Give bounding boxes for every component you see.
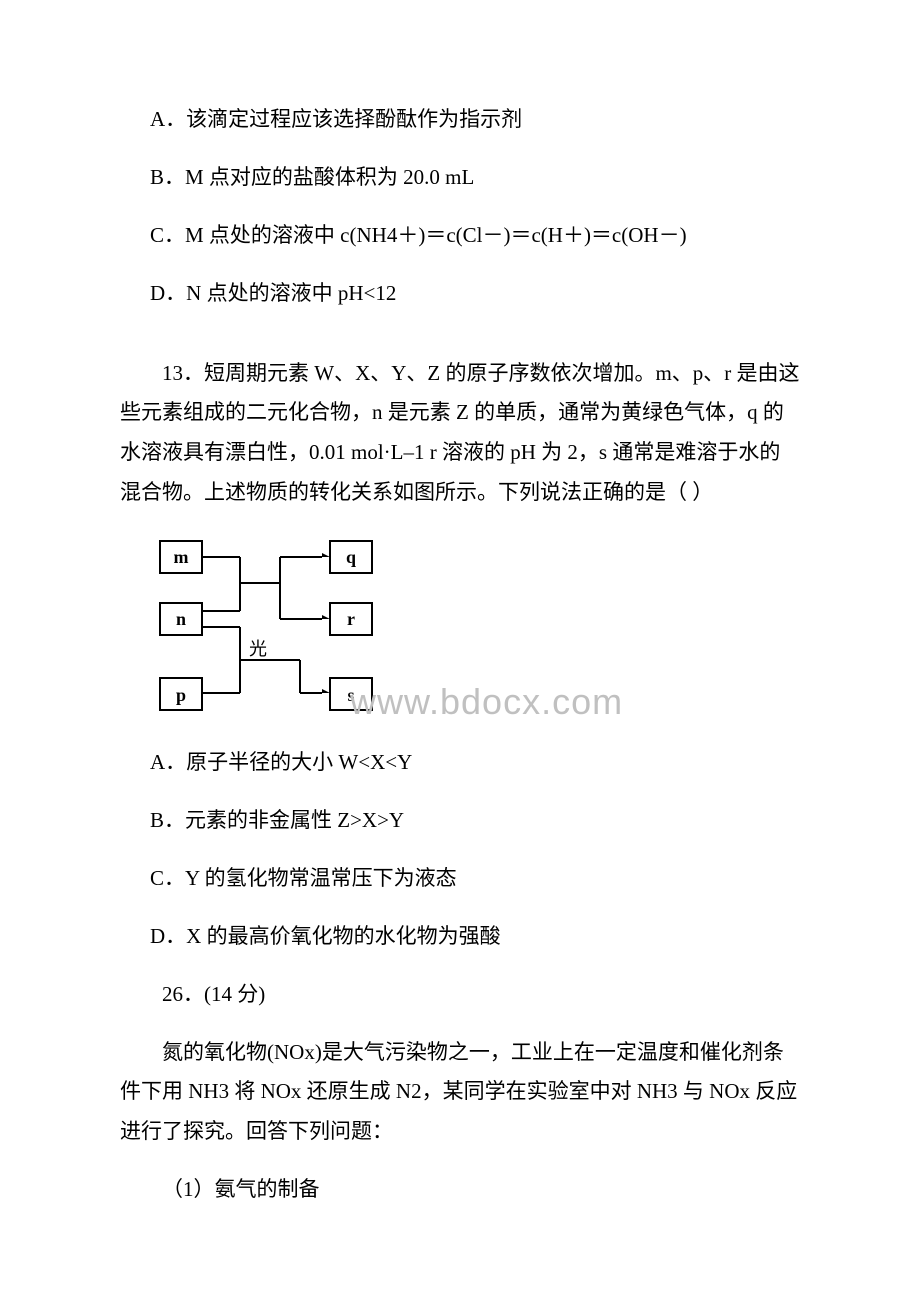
option-d-13: D．X 的最高价氧化物的水化物为强酸 xyxy=(120,917,800,957)
option-d-12: D．N 点处的溶液中 pH<12 xyxy=(120,274,800,314)
reaction-diagram: m n p q r s xyxy=(150,533,650,723)
box-r-label: r xyxy=(347,609,355,629)
option-a-12: A．该滴定过程应该选择酚酞作为指示剂 xyxy=(120,100,800,140)
option-b-13: B．元素的非金属性 Z>X>Y xyxy=(120,801,800,841)
box-q-label: q xyxy=(346,547,356,567)
question-26-stem: 氮的氧化物(NOx)是大气污染物之一，工业上在一定温度和催化剂条件下用 NH3 … xyxy=(120,1033,800,1153)
option-c-13: C．Y 的氢化物常温常压下为液态 xyxy=(120,859,800,899)
option-a-13: A．原子半径的大小 W<X<Y xyxy=(120,743,800,783)
question-26-heading: 26．(14 分) xyxy=(120,975,800,1015)
box-m-label: m xyxy=(174,547,189,567)
box-p-label: p xyxy=(176,685,186,705)
flowchart-svg: m n p q r s xyxy=(150,533,510,723)
light-label: 光 xyxy=(249,639,267,659)
option-b-12: B．M 点对应的盐酸体积为 20.0 mL xyxy=(120,158,800,198)
option-c-12: C．M 点处的溶液中 c(NH4＋)＝c(Cl－)＝c(H＋)＝c(OH－) xyxy=(120,216,800,256)
question-26-part1: （1）氨气的制备 xyxy=(120,1170,800,1210)
box-s-label: s xyxy=(347,685,354,705)
box-n-label: n xyxy=(176,609,186,629)
question-13-stem: 13．短周期元素 W、X、Y、Z 的原子序数依次增加。m、p、r 是由这些元素组… xyxy=(120,354,800,514)
